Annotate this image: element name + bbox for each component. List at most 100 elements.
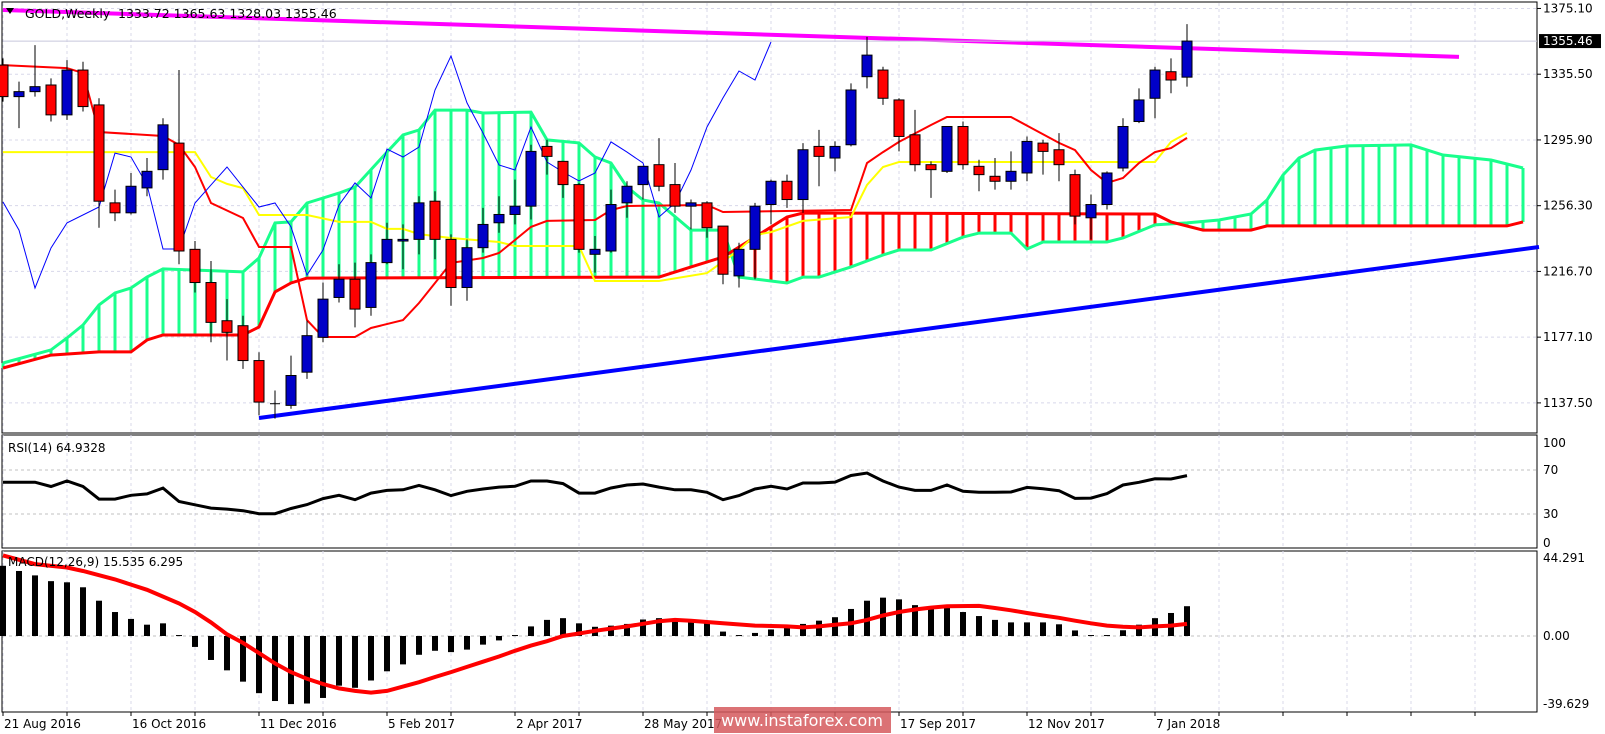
macd-histogram-bar <box>960 612 966 636</box>
candle-body <box>1133 99 1145 123</box>
candle <box>157 118 169 180</box>
candle-body <box>637 165 649 186</box>
macd-histogram-bar <box>48 581 54 636</box>
rsi-tick-label: 100 <box>1543 436 1566 450</box>
candle <box>541 139 553 175</box>
price-tick-label: 1335.50 <box>1543 67 1593 81</box>
rsi-panel[interactable] <box>3 469 1537 516</box>
date-tick-label: 16 Oct 2016 <box>132 717 206 731</box>
macd-histogram-bar <box>144 624 150 636</box>
candle <box>253 352 265 416</box>
candle-body <box>685 202 697 207</box>
date-tick-label: 7 Jan 2018 <box>1156 717 1220 731</box>
candle-body <box>589 248 601 255</box>
macd-histogram-bar <box>0 565 6 636</box>
current-price-box <box>1539 34 1601 49</box>
macd-signal-line <box>2 553 1188 695</box>
candle-body <box>717 225 729 275</box>
candle <box>589 236 601 273</box>
current-price-label: 1355.46 <box>1543 34 1593 48</box>
macd-histogram-bar <box>352 636 358 688</box>
candle-body <box>925 164 937 171</box>
candle <box>1085 194 1097 240</box>
macd-histogram-bar <box>1008 622 1014 636</box>
date-tick-label: 11 Dec 2016 <box>260 717 337 731</box>
macd-histogram-bar <box>16 570 22 636</box>
candle <box>509 179 521 225</box>
candle-body <box>413 202 425 240</box>
collapse-triangle-icon[interactable] <box>6 8 14 14</box>
macd-histogram-bar <box>528 626 534 636</box>
candle <box>861 36 873 89</box>
candle-body <box>1037 142 1049 152</box>
macd-histogram-bar <box>272 636 278 702</box>
rsi-tick-label: 0 <box>1543 536 1551 550</box>
price-tick-label: 1295.90 <box>1543 133 1593 147</box>
macd-histogram-bar <box>464 636 470 650</box>
date-tick-label: 2 Apr 2017 <box>516 717 583 731</box>
macd-histogram-bar <box>368 636 374 681</box>
macd-histogram-bar <box>720 631 726 636</box>
macd-histogram-bar <box>1136 624 1142 636</box>
candle <box>125 172 137 215</box>
candle <box>77 61 89 112</box>
candle <box>109 189 121 222</box>
candle-body <box>1085 204 1097 219</box>
kijun-sen-line <box>3 132 1188 282</box>
candle <box>29 45 41 97</box>
macd-histogram-bar <box>512 635 518 637</box>
candle-body <box>621 185 633 204</box>
candle-body <box>381 238 393 264</box>
macd-histogram-bar <box>784 627 790 636</box>
macd-panel[interactable] <box>0 553 1537 705</box>
candle <box>173 70 185 265</box>
macd-histogram-bar <box>736 635 742 637</box>
candle <box>477 207 489 253</box>
macd-histogram-bar <box>336 636 342 686</box>
chart-header: GOLD,Weekly 1333.72 1365.63 1328.03 1355… <box>6 6 337 21</box>
candle-body <box>509 205 521 215</box>
candle <box>493 196 505 233</box>
macd-tick-label: 44.291 <box>1543 551 1585 565</box>
candle-body <box>749 205 761 250</box>
candle-body <box>205 282 217 323</box>
macd-histogram-bar <box>208 636 214 660</box>
macd-histogram-bar <box>992 619 998 636</box>
rsi-tick-label: 70 <box>1543 463 1558 477</box>
candle-body <box>557 160 569 186</box>
macd-histogram-bar <box>688 620 694 636</box>
candle-body <box>93 104 105 202</box>
candle-body <box>333 278 345 298</box>
candle <box>189 241 201 293</box>
macd-histogram-bar <box>128 618 134 636</box>
candle-body <box>989 175 1001 182</box>
macd-histogram-bar <box>912 605 918 636</box>
candle-body <box>733 248 745 277</box>
macd-histogram-bar <box>496 636 502 641</box>
candle <box>829 141 841 172</box>
candle-body <box>461 247 473 289</box>
macd-histogram-bar <box>480 636 486 645</box>
candle-body <box>317 298 329 338</box>
candle-body <box>1117 125 1129 169</box>
watermark[interactable]: www.instaforex.com <box>714 707 891 733</box>
candle-body <box>237 325 249 362</box>
date-tick-label: 21 Aug 2016 <box>4 717 81 731</box>
candle <box>1181 24 1193 87</box>
macd-histogram-bar <box>768 629 774 636</box>
candle-body <box>125 185 137 214</box>
candle <box>365 254 377 316</box>
candle <box>333 264 345 303</box>
candle <box>1133 88 1145 124</box>
candle <box>973 159 985 192</box>
candle-body <box>0 64 9 98</box>
grid <box>1 1 1538 713</box>
candle-body <box>365 262 377 308</box>
candle <box>957 121 969 170</box>
price-panel[interactable] <box>0 8 1540 420</box>
candle-body <box>909 134 921 166</box>
candle <box>637 165 649 200</box>
candle <box>237 315 249 369</box>
